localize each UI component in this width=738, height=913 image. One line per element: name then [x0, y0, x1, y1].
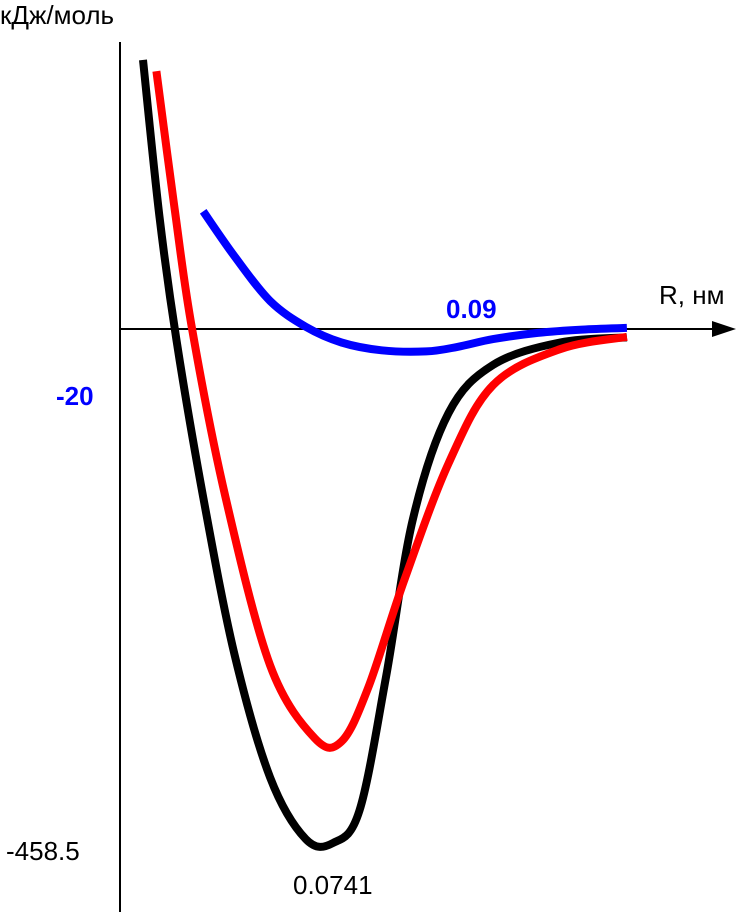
blue-curve [199, 209, 628, 356]
y-axis-label: кДж/моль [0, 0, 114, 30]
black-curve [139, 59, 628, 851]
black-min-r-label: 0.0741 [293, 870, 373, 900]
x-axis-arrow-icon [712, 321, 736, 337]
blue-min-e-label: -20 [56, 381, 94, 411]
labels: кДж/моль R, нм 0.09 -20 -458.5 0.0741 [0, 0, 724, 900]
blue-min-r-label: 0.09 [446, 294, 497, 324]
series-layer [139, 59, 628, 851]
black-min-e-label: -458.5 [6, 836, 80, 866]
x-axis-label: R, нм [659, 280, 724, 310]
red-curve [152, 70, 628, 752]
